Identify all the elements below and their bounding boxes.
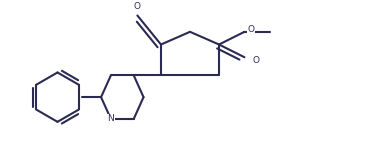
Text: N: N <box>108 115 114 123</box>
Text: O: O <box>247 26 255 34</box>
Text: O: O <box>134 2 141 11</box>
Text: O: O <box>253 56 260 65</box>
